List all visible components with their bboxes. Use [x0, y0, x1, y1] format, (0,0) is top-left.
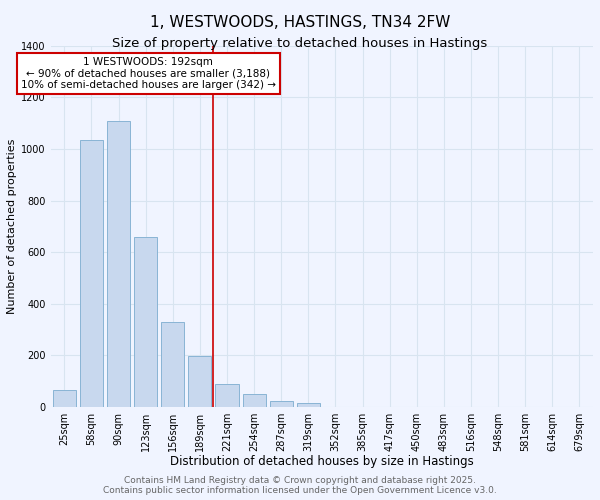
Y-axis label: Number of detached properties: Number of detached properties: [7, 138, 17, 314]
Bar: [270, 401, 293, 406]
Text: 1 WESTWOODS: 192sqm
← 90% of detached houses are smaller (3,188)
10% of semi-det: 1 WESTWOODS: 192sqm ← 90% of detached ho…: [21, 57, 276, 90]
Bar: [242, 394, 266, 406]
Bar: [297, 404, 320, 406]
Bar: [80, 140, 103, 406]
Bar: [107, 120, 130, 406]
Bar: [134, 236, 157, 406]
Bar: [161, 322, 184, 406]
Bar: [53, 390, 76, 406]
Bar: [215, 384, 239, 406]
Text: Contains HM Land Registry data © Crown copyright and database right 2025.
Contai: Contains HM Land Registry data © Crown c…: [103, 476, 497, 495]
Bar: [188, 356, 211, 406]
Text: Size of property relative to detached houses in Hastings: Size of property relative to detached ho…: [112, 38, 488, 51]
X-axis label: Distribution of detached houses by size in Hastings: Distribution of detached houses by size …: [170, 455, 474, 468]
Text: 1, WESTWOODS, HASTINGS, TN34 2FW: 1, WESTWOODS, HASTINGS, TN34 2FW: [150, 15, 450, 30]
Title: Size of property relative to detached houses in Hastings: Size of property relative to detached ho…: [0, 499, 1, 500]
